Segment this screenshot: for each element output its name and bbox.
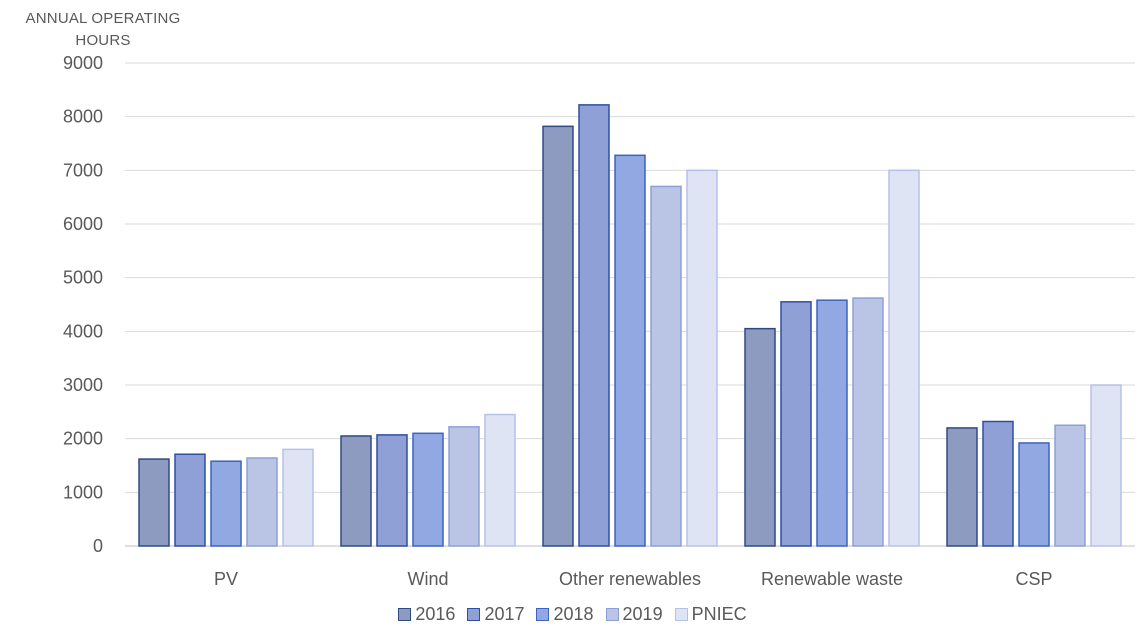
bar-2017	[780, 301, 812, 547]
y-axis-title: ANNUAL OPERATING HOURS	[25, 10, 181, 49]
bar-2016	[744, 327, 776, 547]
x-tick-label: Renewable waste	[761, 569, 903, 589]
bar-2017	[982, 420, 1014, 547]
legend-swatch	[674, 608, 688, 621]
legend-swatch	[467, 608, 481, 621]
bar-pniec	[282, 448, 314, 547]
y-tick-label: 9000	[63, 53, 103, 73]
legend-item: PNIEC	[674, 604, 747, 625]
legend-label: 2017	[484, 604, 525, 624]
legend-label: 2016	[415, 604, 456, 624]
bar-pniec	[888, 169, 920, 547]
bar-2018	[614, 154, 646, 547]
bar-2016	[340, 435, 372, 547]
legend-swatch	[605, 608, 619, 621]
bar-2017	[376, 434, 408, 547]
legend-label: 2018	[553, 604, 594, 624]
bar-2018	[1018, 442, 1050, 547]
y-tick-label: 2000	[63, 429, 103, 449]
y-tick-label: 7000	[63, 160, 103, 180]
y-tick-label: 5000	[63, 268, 103, 288]
bar-pniec	[484, 413, 516, 547]
legend-item: 2019	[605, 604, 663, 625]
x-tick-label: Other renewables	[559, 569, 701, 589]
bar-pniec	[1090, 384, 1122, 547]
bar-2018	[412, 432, 444, 547]
legend-swatch	[398, 608, 412, 621]
legend-label: 2019	[622, 604, 663, 624]
bar-2016	[946, 427, 978, 547]
legend-item: 2016	[398, 604, 455, 625]
bar-2016	[542, 125, 574, 547]
bar-2019	[1054, 424, 1086, 547]
bar-2019	[852, 297, 884, 547]
y-tick-label: 6000	[63, 214, 103, 234]
y-tick-label: 4000	[63, 321, 103, 341]
x-tick-label: CSP	[1015, 569, 1052, 589]
y-tick-label: 3000	[63, 375, 103, 395]
bar-2018	[816, 299, 848, 547]
bar-2019	[448, 426, 480, 547]
bar-2017	[578, 104, 610, 547]
y-tick-label: 8000	[63, 107, 103, 127]
legend: 2016 2017 2018 2019 PNIEC	[0, 604, 1145, 625]
legend-label: PNIEC	[691, 604, 747, 624]
bar-2018	[210, 460, 242, 547]
y-tick-label: 1000	[63, 482, 103, 502]
bar-2016	[138, 458, 170, 547]
x-tick-label: Wind	[407, 569, 448, 589]
y-tick-label: 0	[93, 536, 103, 556]
x-tick-label: PV	[214, 569, 238, 589]
legend-item: 2018	[536, 604, 594, 625]
bar-pniec	[686, 169, 718, 547]
legend-swatch	[536, 608, 550, 621]
bar-2017	[174, 453, 206, 547]
bar-2019	[650, 185, 682, 547]
bar-2019	[246, 457, 278, 547]
legend-item: 2017	[467, 604, 524, 625]
